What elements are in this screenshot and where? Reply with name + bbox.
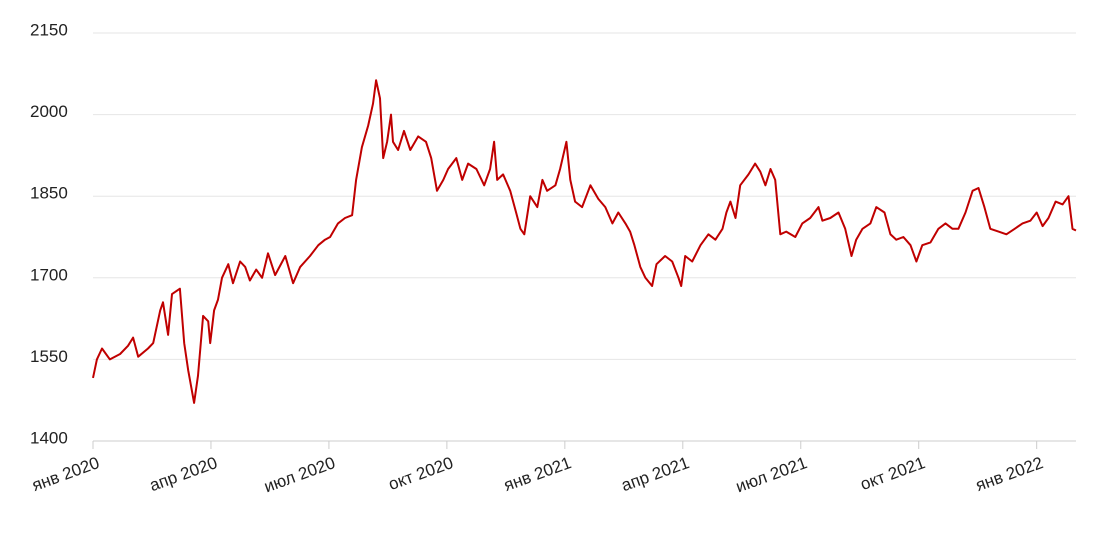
x-tick-label: окт 2021 [858,453,928,494]
x-tick-label: янв 2022 [973,453,1045,495]
x-tick-label: янв 2020 [29,453,101,495]
x-tick-label: апр 2020 [147,453,220,495]
x-tick-label: янв 2021 [501,453,573,495]
y-tick-label: 1550 [30,347,68,366]
x-tick-label: апр 2021 [619,453,692,495]
price-line [92,79,1077,404]
y-tick-label: 1400 [30,428,68,447]
x-tick-label: июл 2021 [733,453,809,496]
x-tick-label: окт 2020 [386,453,456,494]
y-tick-label: 2150 [30,20,68,39]
y-tick-label: 1700 [30,265,68,284]
x-tick-label: июл 2020 [261,453,337,496]
y-tick-label: 2000 [30,102,68,121]
y-tick-label: 1850 [30,184,68,203]
